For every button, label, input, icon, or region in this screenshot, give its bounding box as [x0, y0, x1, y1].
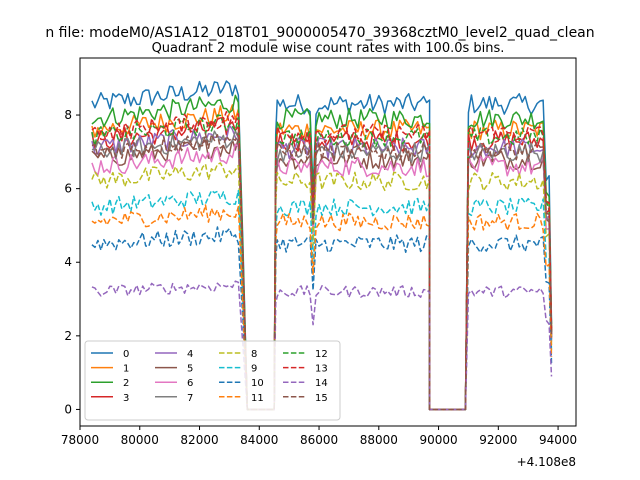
series-line-10 [91, 226, 553, 411]
plot-frame [79, 57, 577, 427]
x-tick-label: 78000 [61, 433, 99, 447]
legend-label-1: 1 [123, 364, 129, 375]
chart-title: Quadrant 2 module wise count rates with … [152, 41, 505, 56]
series-line-0 [91, 80, 553, 411]
series-line-2 [91, 94, 553, 411]
legend-label-9: 9 [251, 364, 257, 375]
legend-box [84, 340, 341, 421]
x-tick-label: 90000 [419, 433, 457, 447]
y-tick-label: 6 [64, 182, 72, 196]
series-line-12 [91, 114, 553, 411]
legend-label-0: 0 [123, 349, 129, 360]
series-line-8 [91, 162, 553, 411]
x-tick-label: 94000 [539, 433, 577, 447]
legend-label-10: 10 [251, 378, 264, 389]
x-axis: 78000 80000 82000 84000 86000 88000 90000 92000… [61, 426, 577, 447]
x-tick-label: 80000 [121, 433, 159, 447]
legend-label-12: 12 [315, 349, 328, 360]
legend-label-5: 5 [187, 364, 193, 375]
y-tick-label: 4 [64, 255, 72, 269]
series-line-13 [91, 110, 553, 411]
legend-label-3: 3 [123, 393, 129, 404]
series-line-14 [91, 280, 553, 411]
series-layer [91, 80, 553, 411]
series-line-11 [91, 204, 553, 411]
series-line-6 [91, 143, 553, 411]
y-tick-label: 8 [64, 108, 72, 122]
legend-label-7: 7 [187, 393, 193, 404]
x-offset-label: +4.108e8 [517, 455, 576, 469]
y-axis: 0 2 4 6 8 [64, 108, 80, 416]
series-line-9 [91, 189, 553, 411]
legend-label-11: 11 [251, 393, 264, 404]
legend-label-13: 13 [315, 364, 328, 375]
legend-label-15: 15 [315, 393, 328, 404]
x-tick-label: 86000 [300, 433, 338, 447]
legend-label-2: 2 [123, 378, 129, 389]
x-tick-label: 88000 [360, 433, 398, 447]
legend-label-4: 4 [187, 349, 193, 360]
y-tick-label: 0 [64, 402, 72, 416]
series-line-4 [91, 124, 553, 411]
legend-label-8: 8 [251, 349, 257, 360]
legend-label-6: 6 [187, 378, 193, 389]
series-line-15 [91, 131, 553, 411]
y-tick-label: 2 [64, 329, 72, 343]
legend-label-14: 14 [315, 378, 328, 389]
x-tick-label: 92000 [479, 433, 517, 447]
chart-suptitle: n file: modeM0/AS1A12_018T01_9000005470_… [45, 25, 594, 41]
x-tick-label: 84000 [240, 433, 278, 447]
x-tick-label: 82000 [180, 433, 218, 447]
